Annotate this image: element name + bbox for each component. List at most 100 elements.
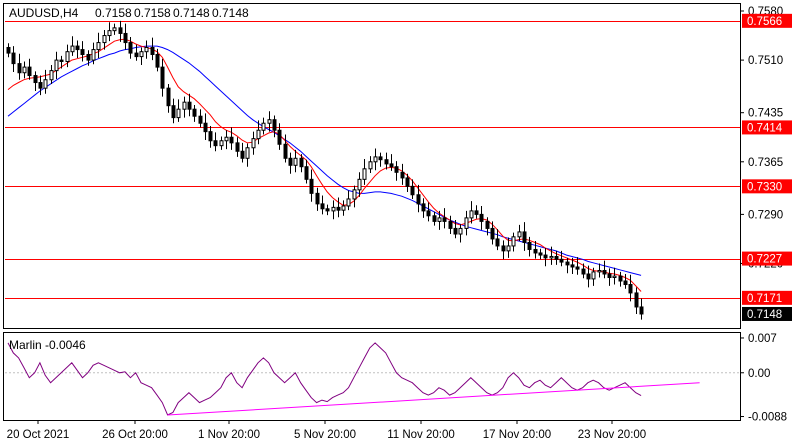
candle-body-bull xyxy=(549,255,554,259)
candle xyxy=(517,224,522,242)
candle-body-bear xyxy=(479,213,484,222)
candle xyxy=(219,136,224,150)
candle-body-bear xyxy=(421,203,426,212)
candle-body-bear xyxy=(575,266,580,270)
candle-body-bear xyxy=(336,206,341,211)
candle-body-bear xyxy=(554,255,559,260)
candle xyxy=(192,104,197,122)
level-tag-label-2: 0.7330 xyxy=(747,181,782,193)
current-price-tag-label: 0.7148 xyxy=(747,309,782,321)
candle-body-bear xyxy=(33,75,38,84)
candle xyxy=(458,224,463,243)
level-tag-bg-0 xyxy=(742,13,792,28)
candle xyxy=(86,50,91,66)
candle xyxy=(27,58,32,80)
candle xyxy=(618,271,623,287)
candle xyxy=(272,115,277,138)
candle xyxy=(591,267,596,286)
candle xyxy=(453,220,458,239)
candle xyxy=(325,204,330,216)
indicator-group xyxy=(7,342,700,416)
candle xyxy=(54,51,59,80)
candle xyxy=(102,29,107,50)
candle xyxy=(123,23,128,50)
candle xyxy=(389,154,394,171)
x-tick-label: 23 Nov 20:00 xyxy=(578,429,646,441)
indicator-trendline xyxy=(167,382,700,416)
candle-body-bear xyxy=(192,108,197,117)
current-price-tag-bg xyxy=(742,306,792,321)
candle xyxy=(235,137,240,157)
indicator-y-tick-label: 0.00 xyxy=(748,368,770,380)
candle-body-bear xyxy=(448,220,453,229)
candle xyxy=(283,134,288,163)
candle-body-bear xyxy=(299,157,304,168)
candle xyxy=(527,236,532,257)
candle-body-bear xyxy=(527,241,532,250)
candle xyxy=(166,83,171,113)
candle xyxy=(320,195,325,215)
candle xyxy=(144,40,149,59)
candle-body-bear xyxy=(623,280,628,286)
candle xyxy=(198,109,203,128)
candle xyxy=(341,200,346,216)
candle xyxy=(384,152,389,170)
candle xyxy=(549,246,554,265)
candle-body-bear xyxy=(474,210,479,215)
x-tick-label: 5 Nov 20:00 xyxy=(294,429,356,441)
candle xyxy=(267,111,272,132)
level-tag-bg-2 xyxy=(742,179,792,194)
candle-body-bear xyxy=(27,66,32,77)
candle xyxy=(139,47,144,66)
candle-body-bear xyxy=(118,27,123,34)
candle xyxy=(213,132,218,152)
y-tick-label: 0.7510 xyxy=(748,55,783,67)
candle-body-bear xyxy=(570,264,575,268)
candle-body-bull xyxy=(373,156,378,163)
candle-body-bull xyxy=(251,138,256,149)
candle xyxy=(533,241,538,259)
candle xyxy=(362,158,367,185)
x-tick-label: 11 Nov 20:00 xyxy=(387,429,455,441)
x-tick-label: 1 Nov 20:00 xyxy=(198,429,260,441)
candle-body-bear xyxy=(602,269,607,275)
candle xyxy=(224,130,229,150)
candle-body-bear xyxy=(400,171,405,179)
candle-body-bull xyxy=(506,245,511,252)
candle xyxy=(6,43,11,58)
indicator-title: Marlin -0.0046 xyxy=(9,338,86,352)
candle xyxy=(43,69,48,94)
y-tick-label: 0.7290 xyxy=(748,209,783,221)
level-tag-label-1: 0.7414 xyxy=(747,122,783,134)
candle xyxy=(331,200,336,220)
candle xyxy=(346,190,351,211)
x-tick-label: 20 Oct 2021 xyxy=(7,429,70,441)
candle xyxy=(256,120,261,145)
candle xyxy=(448,215,453,235)
candle xyxy=(432,211,437,226)
candle xyxy=(464,210,469,236)
candle-body-bull xyxy=(245,147,250,159)
candle-body-bull xyxy=(352,189,357,200)
indicator-line xyxy=(7,342,642,416)
candle xyxy=(293,149,298,173)
candle xyxy=(368,156,373,174)
candle xyxy=(150,37,155,61)
candle-body-bull xyxy=(54,59,59,72)
candle xyxy=(176,99,181,122)
candle xyxy=(602,260,607,279)
candle xyxy=(112,23,117,35)
candle xyxy=(495,229,500,251)
candle xyxy=(639,298,644,320)
candle xyxy=(277,123,282,150)
candle-body-bull xyxy=(331,206,336,212)
candle xyxy=(155,48,160,72)
candle-body-bull xyxy=(107,30,112,37)
candle-body-bear xyxy=(155,53,160,68)
candle xyxy=(394,161,399,181)
candle-body-bear xyxy=(442,217,447,222)
candle-body-bear xyxy=(75,45,80,51)
candle-body-bull xyxy=(368,161,373,170)
candle-body-bull xyxy=(458,227,463,235)
